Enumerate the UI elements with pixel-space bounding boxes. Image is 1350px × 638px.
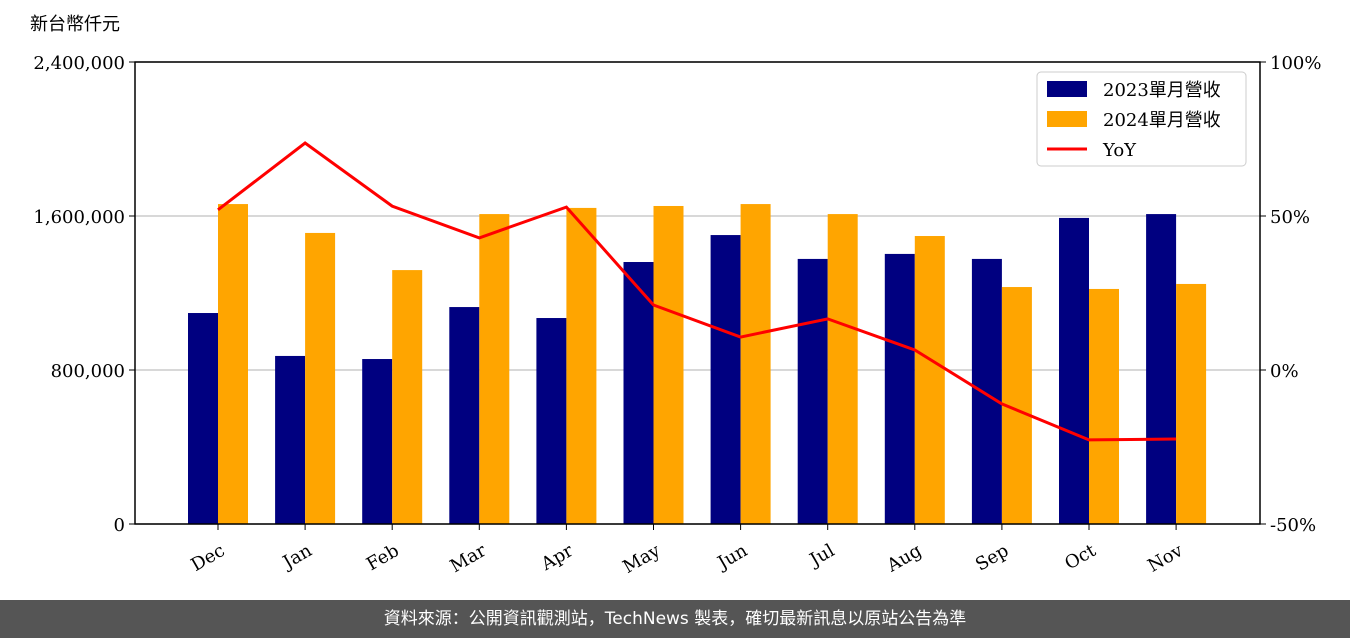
x-tick-label: Jul (805, 540, 839, 572)
y-tick-label: 0 (114, 515, 125, 536)
bar (971, 258, 1002, 524)
line (217, 141, 1177, 442)
y2-tick-label: 100% (1270, 53, 1321, 74)
x-tick-label: Nov (1144, 540, 1187, 577)
x-tick-label: Sep (972, 540, 1012, 575)
x-tick-label: Mar (447, 540, 491, 577)
bar (884, 253, 915, 525)
legend-box (1036, 71, 1247, 167)
bar (188, 313, 218, 524)
x-tick-label: Jun (713, 540, 752, 575)
y-tick-label: 800,000 (51, 361, 125, 382)
bar (1146, 214, 1177, 524)
bar (1059, 217, 1089, 525)
legend-label: YoY (1102, 140, 1137, 161)
bar (797, 258, 828, 524)
bar (449, 307, 480, 524)
bar (914, 236, 945, 524)
y-tick-label: 2,400,000 (33, 53, 125, 74)
bar (827, 214, 858, 524)
bar (479, 214, 510, 524)
x-tick-label: Dec (188, 540, 229, 576)
bar (275, 355, 306, 524)
y2-tick-label: -50% (1270, 515, 1316, 536)
bar (1089, 288, 1119, 524)
bar (566, 207, 597, 525)
y2-tick-label: 0% (1270, 361, 1299, 382)
bar (740, 204, 771, 524)
legend-label: 2023單月營收 (1103, 80, 1221, 101)
bar (362, 359, 393, 524)
bar (305, 232, 336, 524)
y-tick-label: 1,600,000 (33, 207, 125, 228)
bar (1176, 283, 1207, 524)
bar (710, 235, 741, 524)
bar (536, 318, 567, 524)
x-tick-label: May (619, 540, 664, 578)
bar (623, 262, 654, 524)
x-tick-label: Oct (1061, 540, 1100, 575)
x-tick-label: Apr (537, 540, 577, 575)
unit-label: 新台幣仟元 (30, 14, 120, 35)
x-tick-label: Aug (883, 540, 926, 577)
footer: 資料來源：公開資訊觀測站，TechNews 製表，確切最新訊息以原站公告為準 (0, 600, 1350, 638)
page: {"chart_data": {"type": "bar", "unit_lab… (0, 14, 1350, 638)
bar (218, 204, 248, 524)
x-tick-label: Jan (278, 540, 316, 574)
bar (392, 270, 423, 524)
x-tick-label: Feb (363, 540, 403, 575)
plot-frame (134, 61, 1261, 525)
bar (653, 205, 684, 525)
legend-swatch (1047, 111, 1087, 127)
y2-tick-label: 50% (1270, 207, 1310, 228)
legend-label: 2024單月營收 (1103, 110, 1221, 131)
chart: 新台幣仟元 0 800,000 1,600,000 2,400,000 -50% 0% 50… (30, 14, 1321, 578)
legend-swatch (1047, 81, 1087, 97)
